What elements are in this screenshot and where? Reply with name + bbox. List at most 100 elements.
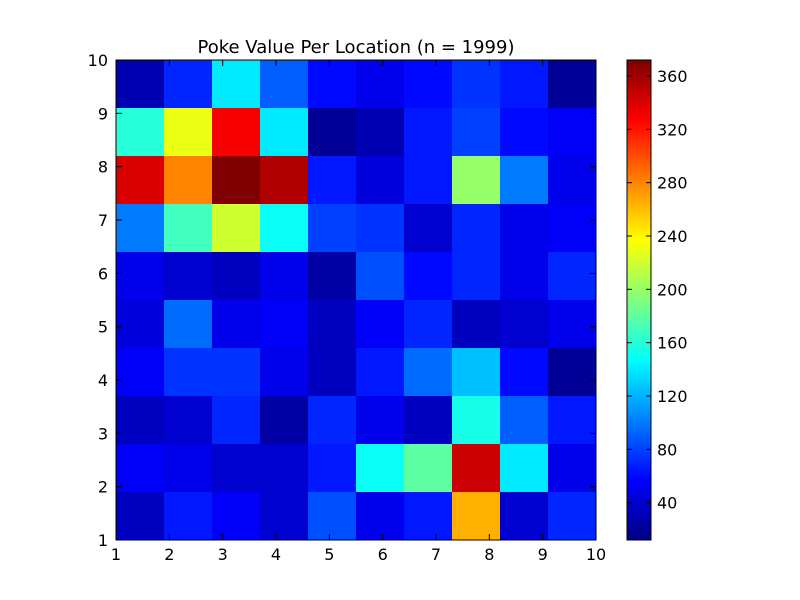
heatmap-cell <box>452 444 501 493</box>
heatmap-cell <box>452 492 501 541</box>
heatmap-cell <box>356 252 405 301</box>
heatmap-cell <box>404 444 453 493</box>
heatmap-cell <box>404 396 453 445</box>
heatmap-cell <box>260 108 309 157</box>
heatmap-cell <box>500 300 549 349</box>
heatmap-cell <box>404 60 453 109</box>
heatmap-cell <box>164 252 213 301</box>
heatmap-cell <box>164 348 213 397</box>
x-tick-label: 7 <box>431 545 441 564</box>
heatmap-cell <box>548 204 597 253</box>
heatmap-cell <box>452 204 501 253</box>
heatmap-cell <box>548 444 597 493</box>
y-tick-label: 9 <box>98 104 108 123</box>
heatmap-cell <box>548 396 597 445</box>
heatmap-cell <box>260 492 309 541</box>
y-tick-label: 8 <box>98 158 108 177</box>
heatmap-cell <box>212 156 261 205</box>
y-tick-label: 10 <box>88 51 108 70</box>
heatmap-cell <box>452 300 501 349</box>
heatmap-cell <box>404 108 453 157</box>
heatmap-cell <box>308 492 357 541</box>
colorbar-tick-label: 280 <box>657 174 688 193</box>
heatmap-cell <box>452 108 501 157</box>
heatmap-cell <box>308 156 357 205</box>
y-tick-label: 5 <box>98 318 108 337</box>
heatmap-cell <box>308 60 357 109</box>
heatmap-cell <box>260 444 309 493</box>
colorbar-tick-label: 80 <box>657 440 677 459</box>
heatmap-cell <box>404 204 453 253</box>
heatmap-cell <box>212 300 261 349</box>
heatmap-cell <box>452 156 501 205</box>
heatmap-cell <box>404 252 453 301</box>
heatmap-cell <box>356 60 405 109</box>
heatmap-cell <box>116 108 165 157</box>
heatmap-cell <box>308 204 357 253</box>
heatmap-cell <box>500 108 549 157</box>
heatmap-cell <box>164 108 213 157</box>
heatmap-cell <box>548 300 597 349</box>
heatmap-cell <box>116 60 165 109</box>
heatmap-cell <box>308 252 357 301</box>
heatmap-cell <box>308 300 357 349</box>
heatmap-cell <box>212 444 261 493</box>
heatmap-cell <box>404 492 453 541</box>
y-tick-label: 2 <box>98 478 108 497</box>
heatmap-cell <box>212 396 261 445</box>
x-tick-label: 3 <box>218 545 228 564</box>
heatmap-cell <box>212 60 261 109</box>
heatmap-cell <box>548 156 597 205</box>
x-tick-label: 8 <box>484 545 494 564</box>
heatmap-cell <box>116 396 165 445</box>
heatmap-cell <box>116 492 165 541</box>
heatmap-cell <box>260 156 309 205</box>
heatmap-cell <box>164 60 213 109</box>
colorbar-tick-label: 240 <box>657 227 688 246</box>
heatmap-cell <box>212 252 261 301</box>
heatmap-cell <box>356 108 405 157</box>
heatmap-cell <box>116 348 165 397</box>
heatmap-cell <box>452 396 501 445</box>
heatmap-cell <box>356 348 405 397</box>
heatmap-cell <box>260 300 309 349</box>
heatmap-cell <box>452 60 501 109</box>
heatmap-cell <box>116 444 165 493</box>
chart-title: Poke Value Per Location (n = 1999) <box>197 37 514 58</box>
heatmap-cell <box>548 252 597 301</box>
colorbar-tick-label: 40 <box>657 494 677 513</box>
y-tick-label: 1 <box>98 531 108 550</box>
heatmap-cell <box>404 156 453 205</box>
heatmap-cell <box>452 252 501 301</box>
heatmap-cell <box>260 252 309 301</box>
colorbar-tick-label: 120 <box>657 387 688 406</box>
heatmap-cell <box>500 444 549 493</box>
heatmap-cell <box>164 492 213 541</box>
x-tick-label: 10 <box>586 545 606 564</box>
heatmap-cell <box>356 492 405 541</box>
heatmap-cell <box>116 156 165 205</box>
heatmap-cell <box>308 108 357 157</box>
heatmap-cell <box>500 252 549 301</box>
colorbar <box>627 60 651 540</box>
y-tick-label: 6 <box>98 264 108 283</box>
heatmap-cell <box>164 204 213 253</box>
heatmap-cell <box>260 396 309 445</box>
colorbar-tick-label: 200 <box>657 280 688 299</box>
heatmap-cell <box>452 348 501 397</box>
heatmap-cell <box>260 204 309 253</box>
x-tick-label: 5 <box>324 545 334 564</box>
y-tick-label: 4 <box>98 371 108 390</box>
heatmap-cell <box>212 108 261 157</box>
x-tick-label: 1 <box>111 545 121 564</box>
heatmap-cell <box>164 396 213 445</box>
heatmap-cell <box>500 204 549 253</box>
colorbar-tick-label: 360 <box>657 67 688 86</box>
heatmap-cell <box>212 348 261 397</box>
heatmap-cell <box>212 492 261 541</box>
heatmap-cell <box>308 396 357 445</box>
heatmap-cell <box>116 204 165 253</box>
heatmap-cell <box>356 300 405 349</box>
heatmap-cell <box>260 60 309 109</box>
heatmap-cell <box>548 60 597 109</box>
